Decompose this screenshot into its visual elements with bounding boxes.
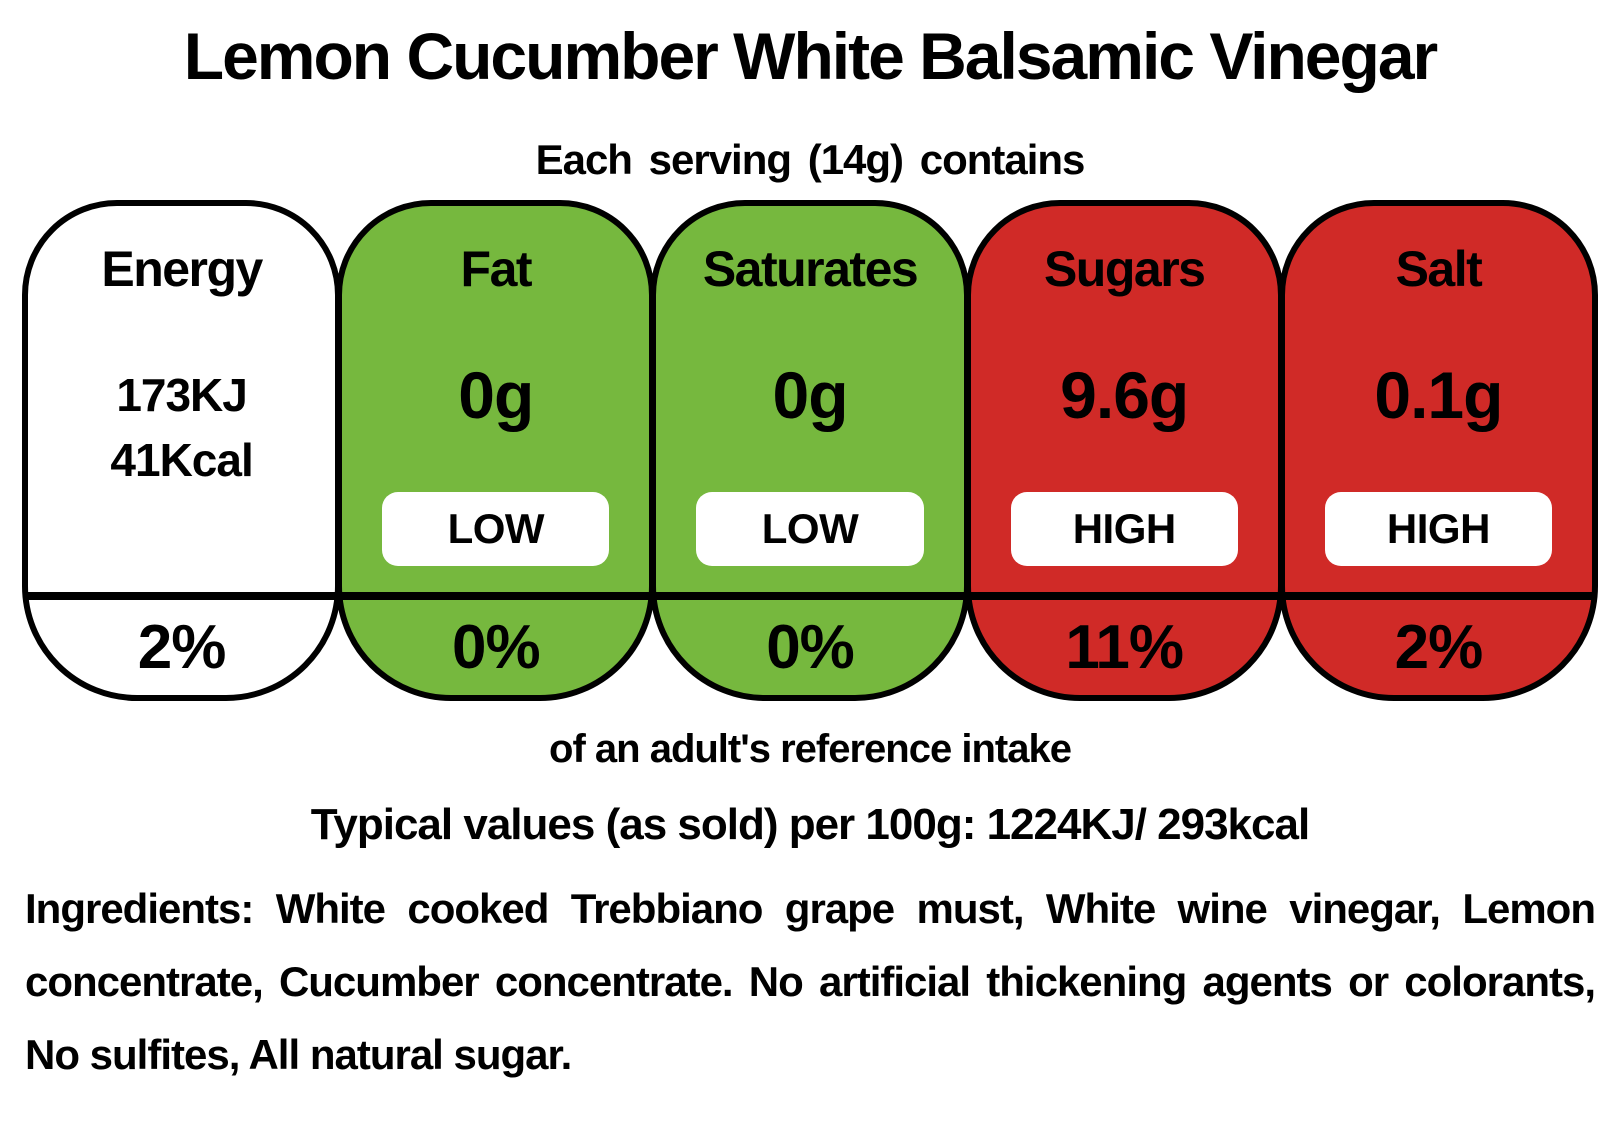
- badge-fat-level-chip: LOW: [382, 492, 610, 566]
- ingredients-paragraph: Ingredients: White cooked Trebbiano grap…: [25, 885, 1596, 1079]
- badge-salt-value: 0.1g: [1374, 358, 1503, 432]
- badge-salt-percent: 2%: [1284, 592, 1593, 695]
- badge-sugars-label: Sugars: [1043, 241, 1206, 297]
- badge-saturates: Saturates 0g LOW 0%: [650, 200, 970, 701]
- badge-sugars: Sugars 9.6g HIGH 11%: [964, 200, 1284, 701]
- badge-saturates-value: 0g: [772, 358, 848, 432]
- product-title: Lemon Cucumber White Balsamic Vinegar: [183, 19, 1438, 93]
- badge-salt-label: Salt: [1395, 241, 1483, 297]
- serving-size-line: Each serving (14g) contains: [535, 136, 1086, 183]
- badge-saturates-percent: 0%: [656, 592, 964, 695]
- reference-intake-line: of an adult's reference intake: [549, 727, 1072, 771]
- badge-sugars-value: 9.6g: [1060, 358, 1189, 432]
- badge-saturates-label: Saturates: [702, 241, 919, 297]
- badge-energy-percent: 2%: [28, 592, 336, 695]
- badge-salt: Salt 0.1g HIGH 2%: [1278, 200, 1599, 701]
- typical-values-line: Typical values (as sold) per 100g: 1224K…: [310, 800, 1310, 849]
- badge-fat-value: 0g: [458, 358, 534, 432]
- badge-sugars-level-chip: HIGH: [1010, 492, 1238, 566]
- badge-sugars-percent: 11%: [970, 592, 1278, 695]
- badge-energy: Energy 173KJ 41Kcal 2%: [22, 200, 342, 701]
- badge-energy-kj: 173KJ: [116, 368, 248, 421]
- badge-energy-values: 173KJ 41Kcal: [110, 363, 253, 494]
- badge-salt-level-chip: HIGH: [1324, 492, 1553, 566]
- badge-energy-kcal: 41Kcal: [110, 434, 253, 486]
- badge-fat-percent: 0%: [342, 592, 650, 695]
- traffic-light-badges: Energy 173KJ 41Kcal 2% Fat 0g LOW 0% Sat…: [22, 200, 1599, 701]
- badge-saturates-level-chip: LOW: [696, 492, 924, 566]
- badge-fat-label: Fat: [460, 241, 533, 297]
- badge-fat: Fat 0g LOW 0%: [336, 200, 656, 701]
- badge-energy-label: Energy: [101, 241, 263, 297]
